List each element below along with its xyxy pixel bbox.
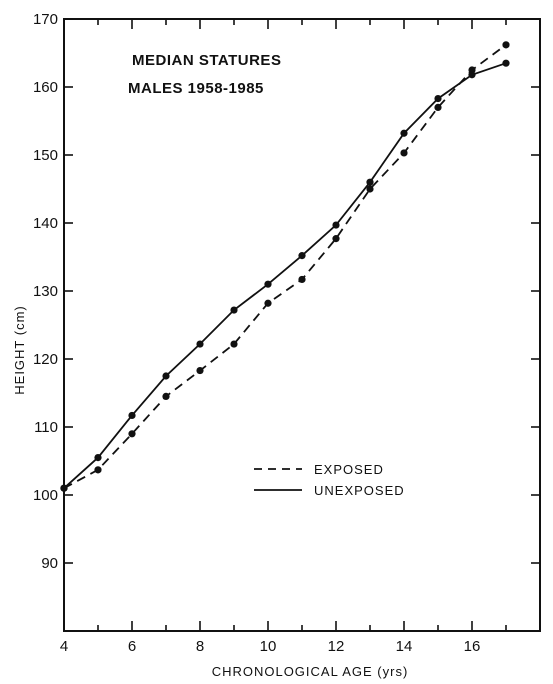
data-point-unexposed bbox=[468, 71, 476, 79]
data-point-unexposed bbox=[502, 59, 510, 67]
x-tick-label: 12 bbox=[328, 638, 345, 655]
y-tick-label: 110 bbox=[34, 419, 58, 436]
data-point-exposed bbox=[264, 299, 272, 307]
y-tick-label: 90 bbox=[41, 555, 58, 572]
data-point-exposed bbox=[128, 430, 136, 438]
x-axis: 4 6 8 10 12 14 16 bbox=[60, 19, 541, 655]
x-tick-label: 8 bbox=[196, 638, 204, 655]
data-point-exposed bbox=[196, 366, 204, 375]
data-point-unexposed bbox=[400, 129, 408, 137]
x-tick-label: 16 bbox=[464, 638, 481, 655]
y-tick-label: 100 bbox=[33, 487, 58, 504]
series-lines bbox=[63, 44, 507, 489]
y-tick-label: 170 bbox=[33, 11, 58, 28]
data-point-unexposed bbox=[298, 252, 306, 260]
chart-title-line-1: MEDIAN STATURES bbox=[132, 52, 281, 69]
data-point-exposed bbox=[162, 392, 170, 400]
x-tick-label: 10 bbox=[260, 638, 277, 655]
data-point-unexposed bbox=[264, 280, 272, 288]
y-tick-label: 120 bbox=[33, 351, 58, 368]
series-line-exposed bbox=[63, 44, 507, 489]
data-point-exposed bbox=[230, 340, 238, 348]
data-point-unexposed bbox=[60, 484, 68, 492]
data-point-unexposed bbox=[230, 306, 238, 314]
legend: EXPOSED UNEXPOSED bbox=[254, 462, 405, 498]
legend-label-unexposed: UNEXPOSED bbox=[314, 483, 405, 498]
data-point-unexposed bbox=[366, 178, 374, 186]
data-point-unexposed bbox=[196, 340, 204, 348]
data-point-exposed bbox=[298, 275, 306, 284]
x-tick-label: 14 bbox=[396, 638, 413, 655]
y-tick-label: 140 bbox=[33, 215, 58, 232]
data-points bbox=[60, 41, 510, 492]
y-tick-label: 150 bbox=[33, 147, 58, 164]
data-point-exposed bbox=[94, 466, 102, 474]
data-point-unexposed bbox=[94, 454, 102, 462]
data-point-exposed bbox=[502, 41, 510, 49]
y-tick-label: 160 bbox=[33, 79, 58, 96]
data-point-exposed bbox=[400, 149, 408, 157]
chart-title-line-2: MALES 1958-1985 bbox=[128, 80, 264, 97]
y-axis: 90 100 110 120 130 140 150 160 170 bbox=[33, 11, 540, 572]
data-point-unexposed bbox=[434, 94, 442, 103]
series-line-unexposed bbox=[63, 62, 507, 489]
x-tick-label: 6 bbox=[128, 638, 136, 655]
x-axis-title: CHRONOLOGICAL AGE (yrs) bbox=[212, 664, 409, 679]
data-point-exposed bbox=[366, 185, 374, 193]
legend-label-exposed: EXPOSED bbox=[314, 462, 384, 477]
x-tick-label: 4 bbox=[60, 638, 68, 655]
data-point-unexposed bbox=[162, 372, 170, 380]
y-tick-label: 130 bbox=[33, 283, 58, 300]
data-point-exposed bbox=[332, 235, 340, 243]
plot-frame bbox=[63, 18, 541, 632]
data-point-exposed bbox=[434, 103, 442, 111]
y-axis-title: HEIGHT (cm) bbox=[12, 305, 27, 394]
data-point-unexposed bbox=[128, 411, 136, 420]
data-point-unexposed bbox=[332, 221, 340, 229]
